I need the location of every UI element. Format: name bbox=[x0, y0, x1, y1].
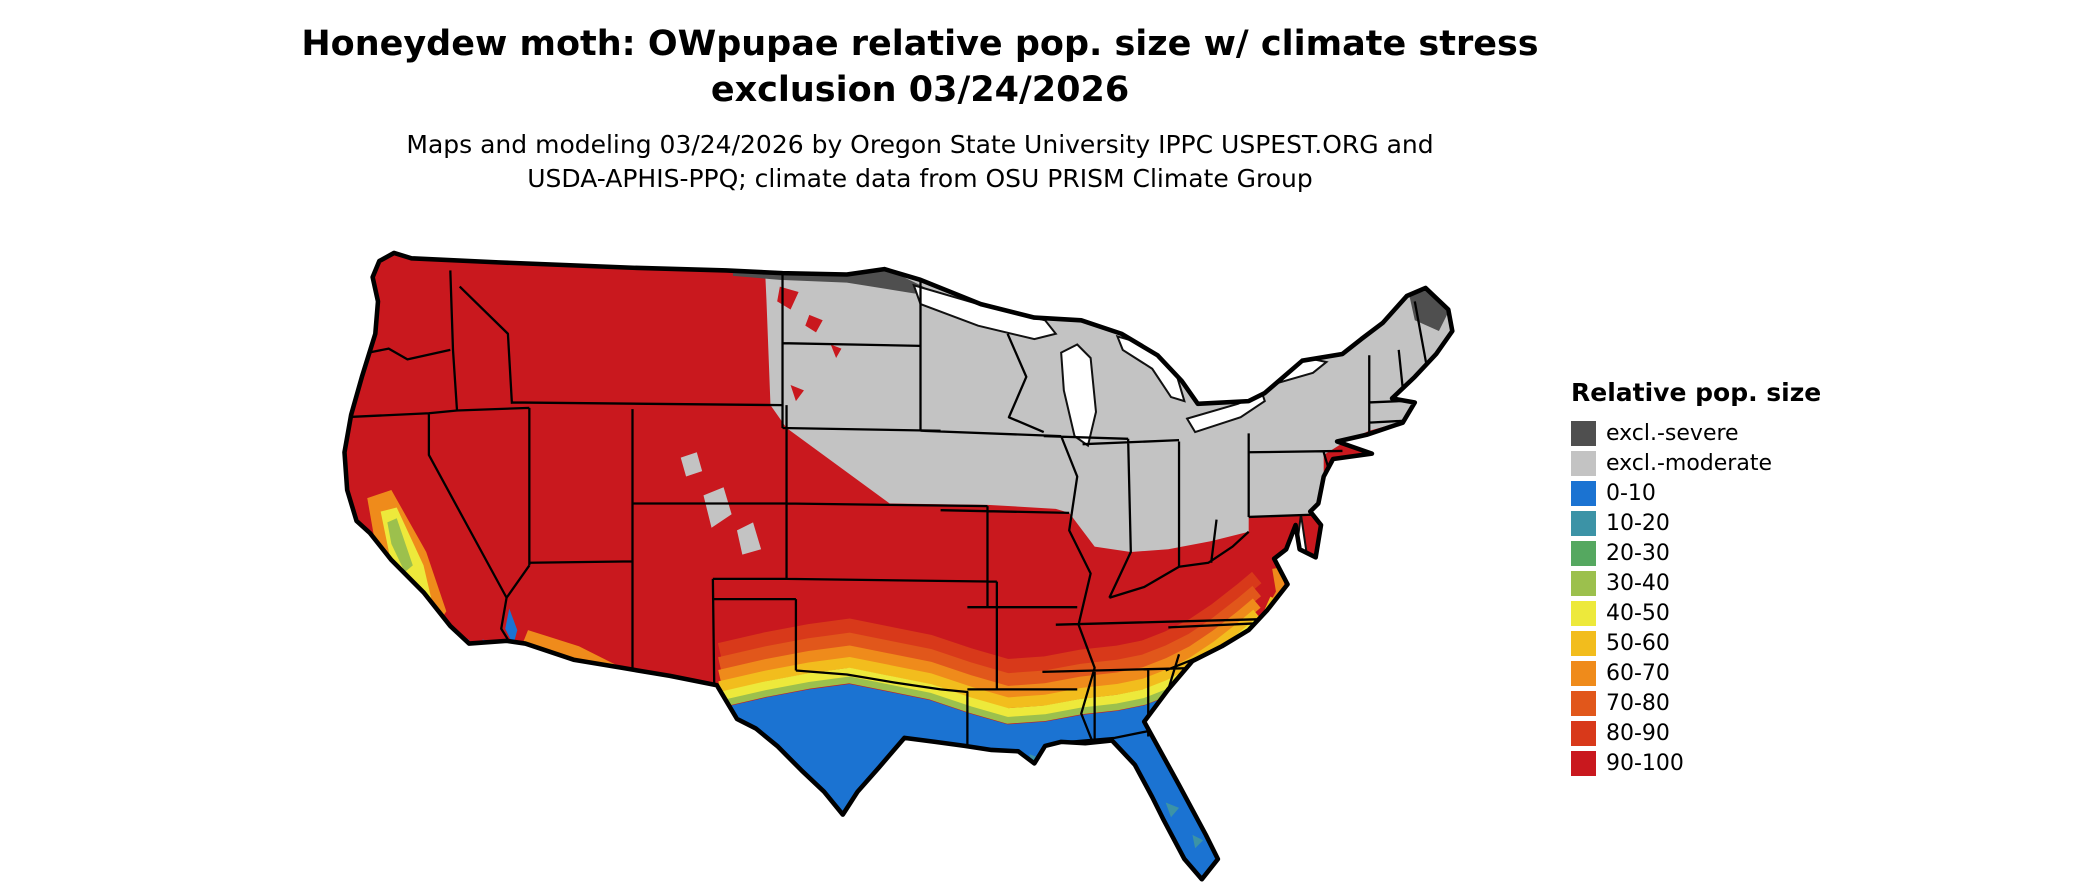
legend-swatch bbox=[1571, 541, 1596, 566]
legend-swatch bbox=[1571, 571, 1596, 596]
page-subtitle-line2: USDA-APHIS-PPQ; climate data from OSU PR… bbox=[527, 164, 1313, 193]
legend-swatch bbox=[1571, 421, 1596, 446]
legend-item-label: excl.-moderate bbox=[1606, 451, 1772, 476]
legend-item-label: 80-90 bbox=[1606, 721, 1670, 746]
page-title-line1: Honeydew moth: OWpupae relative pop. siz… bbox=[301, 24, 1539, 64]
page-title-line2: exclusion 03/24/2026 bbox=[710, 70, 1130, 110]
legend-item: excl.-severe bbox=[1571, 421, 1871, 446]
legend-item-label: 0-10 bbox=[1606, 481, 1656, 506]
region-nm-yellow bbox=[688, 697, 703, 709]
legend-item: 60-70 bbox=[1571, 661, 1871, 686]
legend-item: 10-20 bbox=[1571, 511, 1871, 536]
legend-item: 70-80 bbox=[1571, 691, 1871, 716]
region-nm-orange bbox=[645, 692, 679, 707]
map-fill-layers bbox=[344, 252, 1453, 880]
legend-item-label: 30-40 bbox=[1606, 571, 1670, 596]
title-block: Honeydew moth: OWpupae relative pop. siz… bbox=[0, 22, 1840, 196]
region-socal-yellow bbox=[434, 628, 448, 643]
legend-item-label: 90-100 bbox=[1606, 751, 1684, 776]
legend-swatch bbox=[1571, 481, 1596, 506]
legend-item: 90-100 bbox=[1571, 751, 1871, 776]
us-outline bbox=[342, 250, 1455, 882]
legend-swatch bbox=[1571, 511, 1596, 536]
legend-items: excl.-severe excl.-moderate 0-10 10-20 20-30… bbox=[1571, 421, 1871, 776]
legend-title: Relative pop. size bbox=[1571, 378, 1822, 407]
legend-item-label: 20-30 bbox=[1606, 541, 1670, 566]
legend-swatch bbox=[1571, 631, 1596, 656]
legend-item-label: 70-80 bbox=[1606, 691, 1670, 716]
legend-item: 50-60 bbox=[1571, 631, 1871, 656]
legend-item: 20-30 bbox=[1571, 541, 1871, 566]
legend-swatch bbox=[1571, 661, 1596, 686]
region-az-blue-river bbox=[505, 608, 518, 645]
region-ca-green bbox=[387, 518, 413, 573]
transition-70-80 bbox=[718, 585, 1262, 687]
legend-item: 30-40 bbox=[1571, 571, 1871, 596]
legend-swatch bbox=[1571, 451, 1596, 476]
page-subtitle-line1: Maps and modeling 03/24/2026 by Oregon S… bbox=[406, 130, 1434, 159]
lake-michigan bbox=[1060, 343, 1097, 448]
legend-item: excl.-moderate bbox=[1571, 451, 1871, 476]
legend-item-label: excl.-severe bbox=[1606, 421, 1739, 446]
legend-item: 0-10 bbox=[1571, 481, 1871, 506]
legend-swatch bbox=[1571, 721, 1596, 746]
legend-item-label: 60-70 bbox=[1606, 661, 1670, 686]
legend-item: 40-50 bbox=[1571, 601, 1871, 626]
legend-swatch bbox=[1571, 691, 1596, 716]
legend-item-label: 40-50 bbox=[1606, 601, 1670, 626]
legend-swatch bbox=[1571, 601, 1596, 626]
us-map bbox=[342, 250, 1455, 882]
legend-item: 80-90 bbox=[1571, 721, 1871, 746]
region-0-10 bbox=[719, 630, 1257, 880]
legend-item-label: 50-60 bbox=[1606, 631, 1670, 656]
legend: Relative pop. size excl.-severe excl.-mod… bbox=[1571, 378, 1871, 781]
map-container bbox=[311, 226, 1530, 886]
legend-item-label: 10-20 bbox=[1606, 511, 1670, 536]
legend-swatch bbox=[1571, 751, 1596, 776]
